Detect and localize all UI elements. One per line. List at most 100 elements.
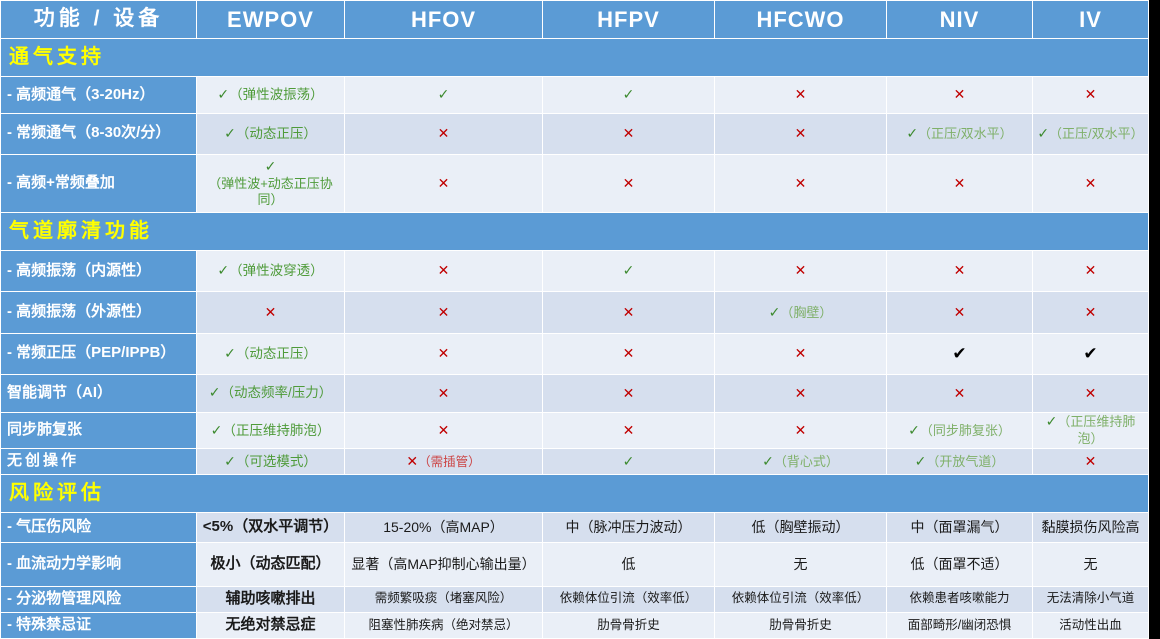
cross-icon: ✕ — [622, 384, 635, 401]
cell-ewpov: ✓ （弹性波+动态正压协同） — [196, 153, 345, 213]
cell-hfcwo: ✕ — [714, 112, 887, 155]
cell-niv: 低（面罩不适） — [886, 542, 1033, 587]
section-header-ventilation-support: 通气支持 — [0, 38, 1149, 78]
cell-hfcwo: 无 — [714, 542, 887, 587]
column-header-iv: IV — [1032, 0, 1149, 40]
row-label: 同步肺复张 — [0, 411, 197, 450]
cross-icon: ✕ — [953, 384, 966, 401]
table-row: - 高频+常频叠加 ✓ （弹性波+动态正压协同） ✕ ✕ ✕ ✕ ✕ — [0, 153, 1149, 213]
check-icon: ✓ — [224, 344, 236, 361]
cell-niv: ✓（同步肺复张） — [886, 411, 1033, 450]
table-row: - 高频振荡（内源性） ✓（弹性波穿透） ✕ ✓ ✕ ✕ ✕ — [0, 250, 1149, 293]
check-icon: ✓ — [622, 452, 635, 469]
cell-iv: 活动性出血 — [1032, 611, 1149, 639]
cell-iv: 无 — [1032, 542, 1149, 587]
cross-icon: ✕ — [437, 262, 450, 279]
cell-ewpov: ✓（弹性波穿透） — [196, 250, 345, 293]
cross-icon: ✕ — [622, 344, 635, 361]
row-label: - 特殊禁忌证 — [0, 611, 197, 639]
cross-icon: ✕ — [437, 174, 450, 191]
cell-hfpv: ✕ — [542, 153, 715, 213]
cross-icon: ✕ — [437, 421, 450, 438]
cell-niv: ✕ — [886, 153, 1033, 213]
cell-hfcwo: ✕ — [714, 411, 887, 450]
check-icon: ✓ — [224, 124, 236, 141]
section-title: 风险评估 — [0, 474, 1149, 514]
section-title: 通气支持 — [0, 38, 1149, 78]
cell-hfpv: ✕ — [542, 411, 715, 450]
cross-icon: ✕ — [953, 174, 966, 191]
cell-hfov: ✕ — [344, 332, 543, 375]
row-label: - 高频+常频叠加 — [0, 153, 197, 213]
row-label: - 常频正压（PEP/IPPB） — [0, 332, 197, 375]
check-icon: ✔ — [952, 343, 967, 363]
cross-icon: ✕ — [622, 303, 635, 320]
cell-hfcwo: 依赖体位引流（效率低） — [714, 585, 887, 613]
cell-hfov: ✓ — [344, 76, 543, 114]
check-icon: ✓ — [217, 262, 230, 279]
table-row: - 分泌物管理风险 辅助咳嗽排出 需频繁吸痰（堵塞风险） 依赖体位引流（效率低）… — [0, 585, 1149, 613]
column-header-hfcwo: HFCWO — [714, 0, 887, 40]
check-icon: ✓ — [768, 303, 781, 320]
check-icon: ✓ — [210, 421, 223, 438]
check-icon: ✓ — [224, 452, 236, 469]
cross-icon: ✕ — [1084, 86, 1097, 103]
row-label: - 血流动力学影响 — [0, 542, 197, 587]
table-header-row: 功能 / 设备 EWPOV HFOV HFPV HFCWO NIV IV — [0, 0, 1149, 40]
cell-ewpov: ✓（可选模式） — [196, 448, 345, 476]
cell-hfcwo: 低（胸壁振动） — [714, 512, 887, 544]
cell-niv: 面部畸形/幽闭恐惧 — [886, 611, 1033, 639]
cell-iv: ✕ — [1032, 153, 1149, 213]
row-label: 无创操作 — [0, 448, 197, 476]
section-title: 气道廓清功能 — [0, 211, 1149, 252]
cell-hfpv: ✕ — [542, 373, 715, 413]
check-icon: ✓ — [1045, 412, 1058, 429]
cell-ewpov: ✓（动态正压） — [196, 332, 345, 375]
cell-niv: ✕ — [886, 76, 1033, 114]
cell-niv: ✓（开放气道） — [886, 448, 1033, 476]
column-header-hfpv: HFPV — [542, 0, 715, 40]
cell-iv: ✕ — [1032, 291, 1149, 334]
table-row: - 常频通气（8-30次/分） ✓（动态正压） ✕ ✕ ✕ ✓（正压/双水平） … — [0, 112, 1149, 155]
column-header-niv: NIV — [886, 0, 1033, 40]
section-header-risk-assessment: 风险评估 — [0, 474, 1149, 514]
cell-hfcwo: ✓（胸壁） — [714, 291, 887, 334]
cell-ewpov: ✓（弹性波振荡） — [196, 76, 345, 114]
cell-hfpv: ✓ — [542, 448, 715, 476]
row-label: - 气压伤风险 — [0, 512, 197, 544]
cell-hfpv: ✕ — [542, 332, 715, 375]
cell-iv: ✕ — [1032, 373, 1149, 413]
cell-hfov: ✕ — [344, 153, 543, 213]
cell-niv: 中（面罩漏气） — [886, 512, 1033, 544]
cross-icon: ✕ — [1084, 174, 1097, 191]
cell-hfov: ✕ — [344, 373, 543, 413]
cell-hfov: ✕ — [344, 291, 543, 334]
cell-hfcwo: ✓（背心式） — [714, 448, 887, 476]
cell-niv: ✓（正压/双水平） — [886, 112, 1033, 155]
cell-iv: ✕ — [1032, 250, 1149, 293]
cell-hfpv: ✕ — [542, 112, 715, 155]
cell-hfcwo: ✕ — [714, 373, 887, 413]
cell-hfcwo: ✕ — [714, 332, 887, 375]
check-icon: ✓ — [264, 158, 277, 175]
table-row: - 特殊禁忌证 无绝对禁忌症 阻塞性肺疾病（绝对禁忌） 肋骨骨折史 肋骨骨折史 … — [0, 611, 1149, 639]
row-label: - 高频振荡（内源性） — [0, 250, 197, 293]
cell-ewpov: <5%（双水平调节） — [196, 512, 345, 544]
cell-ewpov: 辅助咳嗽排出 — [196, 585, 345, 613]
cell-hfov: ✕ — [344, 112, 543, 155]
cell-iv: ✕ — [1032, 76, 1149, 114]
table-row: 智能调节（AI） ✓（动态频率/压力） ✕ ✕ ✕ ✕ ✕ — [0, 373, 1149, 413]
cross-icon: ✕ — [622, 124, 635, 141]
cross-icon: ✕ — [437, 124, 450, 141]
row-label: - 常频通气（8-30次/分） — [0, 112, 197, 155]
check-icon: ✓ — [914, 452, 927, 469]
cell-hfov: 15-20%（高MAP） — [344, 512, 543, 544]
cross-icon: ✕ — [794, 384, 807, 401]
row-label: - 高频振荡（外源性） — [0, 291, 197, 334]
cell-niv: 依赖患者咳嗽能力 — [886, 585, 1033, 613]
table-row: - 常频正压（PEP/IPPB） ✓（动态正压） ✕ ✕ ✕ ✔ ✔ — [0, 332, 1149, 375]
check-icon: ✓ — [908, 421, 920, 438]
cell-hfpv: 低 — [542, 542, 715, 587]
cross-icon: ✕ — [794, 344, 807, 361]
